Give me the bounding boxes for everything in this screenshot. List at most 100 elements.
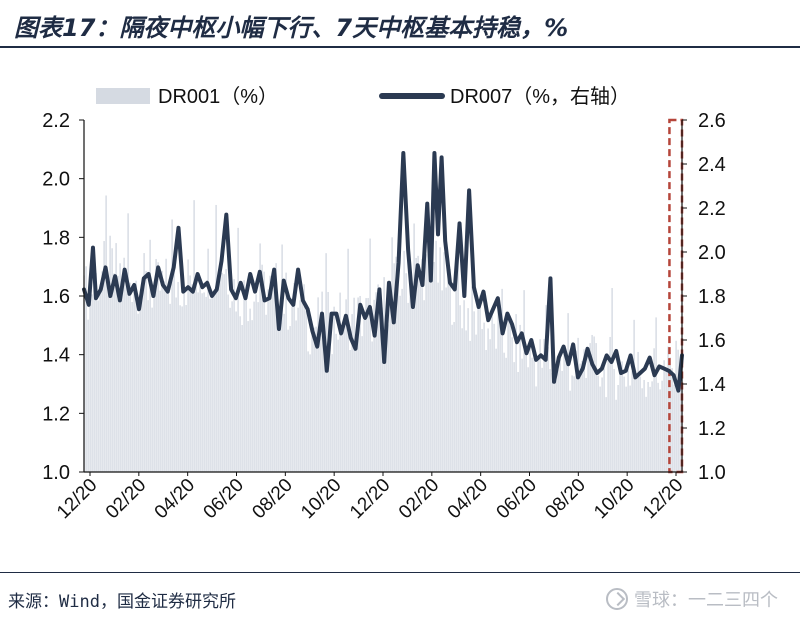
dr001-bar [261, 264, 263, 472]
dr001-bar [219, 268, 221, 472]
y-left-tick-label: 1.2 [42, 403, 70, 425]
dr001-bar [169, 303, 171, 472]
dr001-bar [455, 271, 457, 472]
dr001-bar [433, 261, 435, 472]
dr001-bar [605, 397, 607, 472]
dr001-bar [179, 305, 181, 472]
y-right-tick-label: 2.0 [698, 242, 726, 264]
x-tick-label: 02/20 [395, 475, 443, 523]
dr001-bar [503, 352, 505, 472]
dr001-bar [657, 382, 659, 472]
dr001-bar [459, 305, 461, 472]
dr001-bar [513, 362, 515, 472]
dr001-bar [245, 299, 247, 472]
dr001-bar [665, 371, 667, 472]
dr001-bar [197, 292, 199, 472]
dr001-bar [381, 307, 383, 472]
dr001-bar [145, 270, 147, 472]
dr001-bar [609, 336, 611, 472]
dr001-bar [101, 271, 103, 472]
dr001-bar [511, 337, 513, 472]
dr001-bar [281, 244, 283, 472]
dr001-bar [347, 248, 349, 472]
dr001-bar [247, 321, 249, 472]
dr001-bar [335, 333, 337, 472]
dr001-bar [543, 338, 545, 472]
dr001-bar [217, 279, 219, 472]
dr001-bar [529, 339, 531, 472]
source-note: 来源：Wind，国金证券研究所 [8, 592, 236, 612]
dr001-bar [397, 281, 399, 472]
dr001-bar [301, 287, 303, 472]
dr001-bar [621, 361, 623, 472]
dr001-bar [599, 386, 601, 472]
dr001-bar [377, 284, 379, 472]
dr001-bar [481, 329, 483, 472]
x-tick-label: 12/20 [639, 475, 687, 523]
dr001-bar [637, 351, 639, 472]
legend-label-dr001: DR001（%） [158, 85, 278, 108]
x-tick-label: 10/20 [297, 475, 345, 523]
dr001-bar [617, 384, 619, 472]
dr001-bar [407, 302, 409, 472]
dr001-bar [151, 307, 153, 472]
dr001-bar [211, 293, 213, 472]
dr001-bar [537, 360, 539, 472]
dr001-bar [111, 248, 113, 472]
dr001-bar [341, 335, 343, 472]
dr001-bar [411, 294, 413, 472]
y-left-tick-label: 1.8 [42, 227, 70, 249]
y-left-tick-label: 1.0 [42, 462, 70, 484]
dr001-bar [489, 339, 491, 472]
dr001-bar [199, 285, 201, 472]
dr001-bar [633, 319, 635, 472]
dr001-bar [519, 324, 521, 472]
dr001-bar [333, 306, 335, 472]
dr001-bar [419, 270, 421, 472]
dr001-bar [157, 262, 159, 472]
dr001-bar [107, 287, 109, 472]
dr001-bar [271, 272, 273, 472]
dr001-bar [449, 269, 451, 472]
dr001-bar [613, 369, 615, 472]
dr001-bar [297, 307, 299, 472]
dr001-bar [175, 297, 177, 472]
watermark-text: 雪球：一二三四个 [634, 590, 778, 611]
dr001-bar [453, 322, 455, 472]
dr001-bar [291, 306, 293, 472]
dr001-bar [643, 379, 645, 472]
y-left-tick-label: 2.0 [42, 169, 70, 191]
x-tick-label: 10/20 [590, 475, 638, 523]
dr001-bar [375, 292, 377, 472]
dr001-bar [265, 314, 267, 472]
dr001-bar [93, 286, 95, 472]
dr001-bar [615, 399, 617, 472]
dr001-bar [625, 386, 627, 472]
dr001-bar [137, 313, 139, 472]
x-tick-label: 04/20 [151, 475, 199, 523]
dr001-bar [627, 368, 629, 472]
dr001-bar [679, 385, 681, 472]
dr001-bar [337, 339, 339, 472]
dr001-bar [87, 319, 89, 472]
dr001-bar [539, 339, 541, 472]
dr001-bar [295, 320, 297, 472]
dr001-bar [139, 304, 141, 472]
x-tick-label: 02/20 [102, 475, 150, 523]
x-tick-label: 12/20 [346, 475, 394, 523]
dr001-bar [303, 284, 305, 472]
dr001-bar [399, 295, 401, 472]
dr001-bar [641, 388, 643, 472]
legend-label-dr007: DR007（%，右轴） [450, 85, 630, 108]
dr001-bar [441, 290, 443, 472]
dr001-bar [483, 322, 485, 472]
dr001-bar [229, 307, 231, 472]
dr001-bar [595, 343, 597, 472]
legend: DR001（%） DR007（%，右轴） [96, 85, 630, 108]
title-rule [0, 46, 800, 48]
dr001-bar [579, 363, 581, 472]
y-right-tick-label: 2.4 [698, 154, 726, 176]
dr001-bar [95, 273, 97, 472]
dr001-bar [561, 370, 563, 472]
dr001-bar [389, 280, 391, 472]
